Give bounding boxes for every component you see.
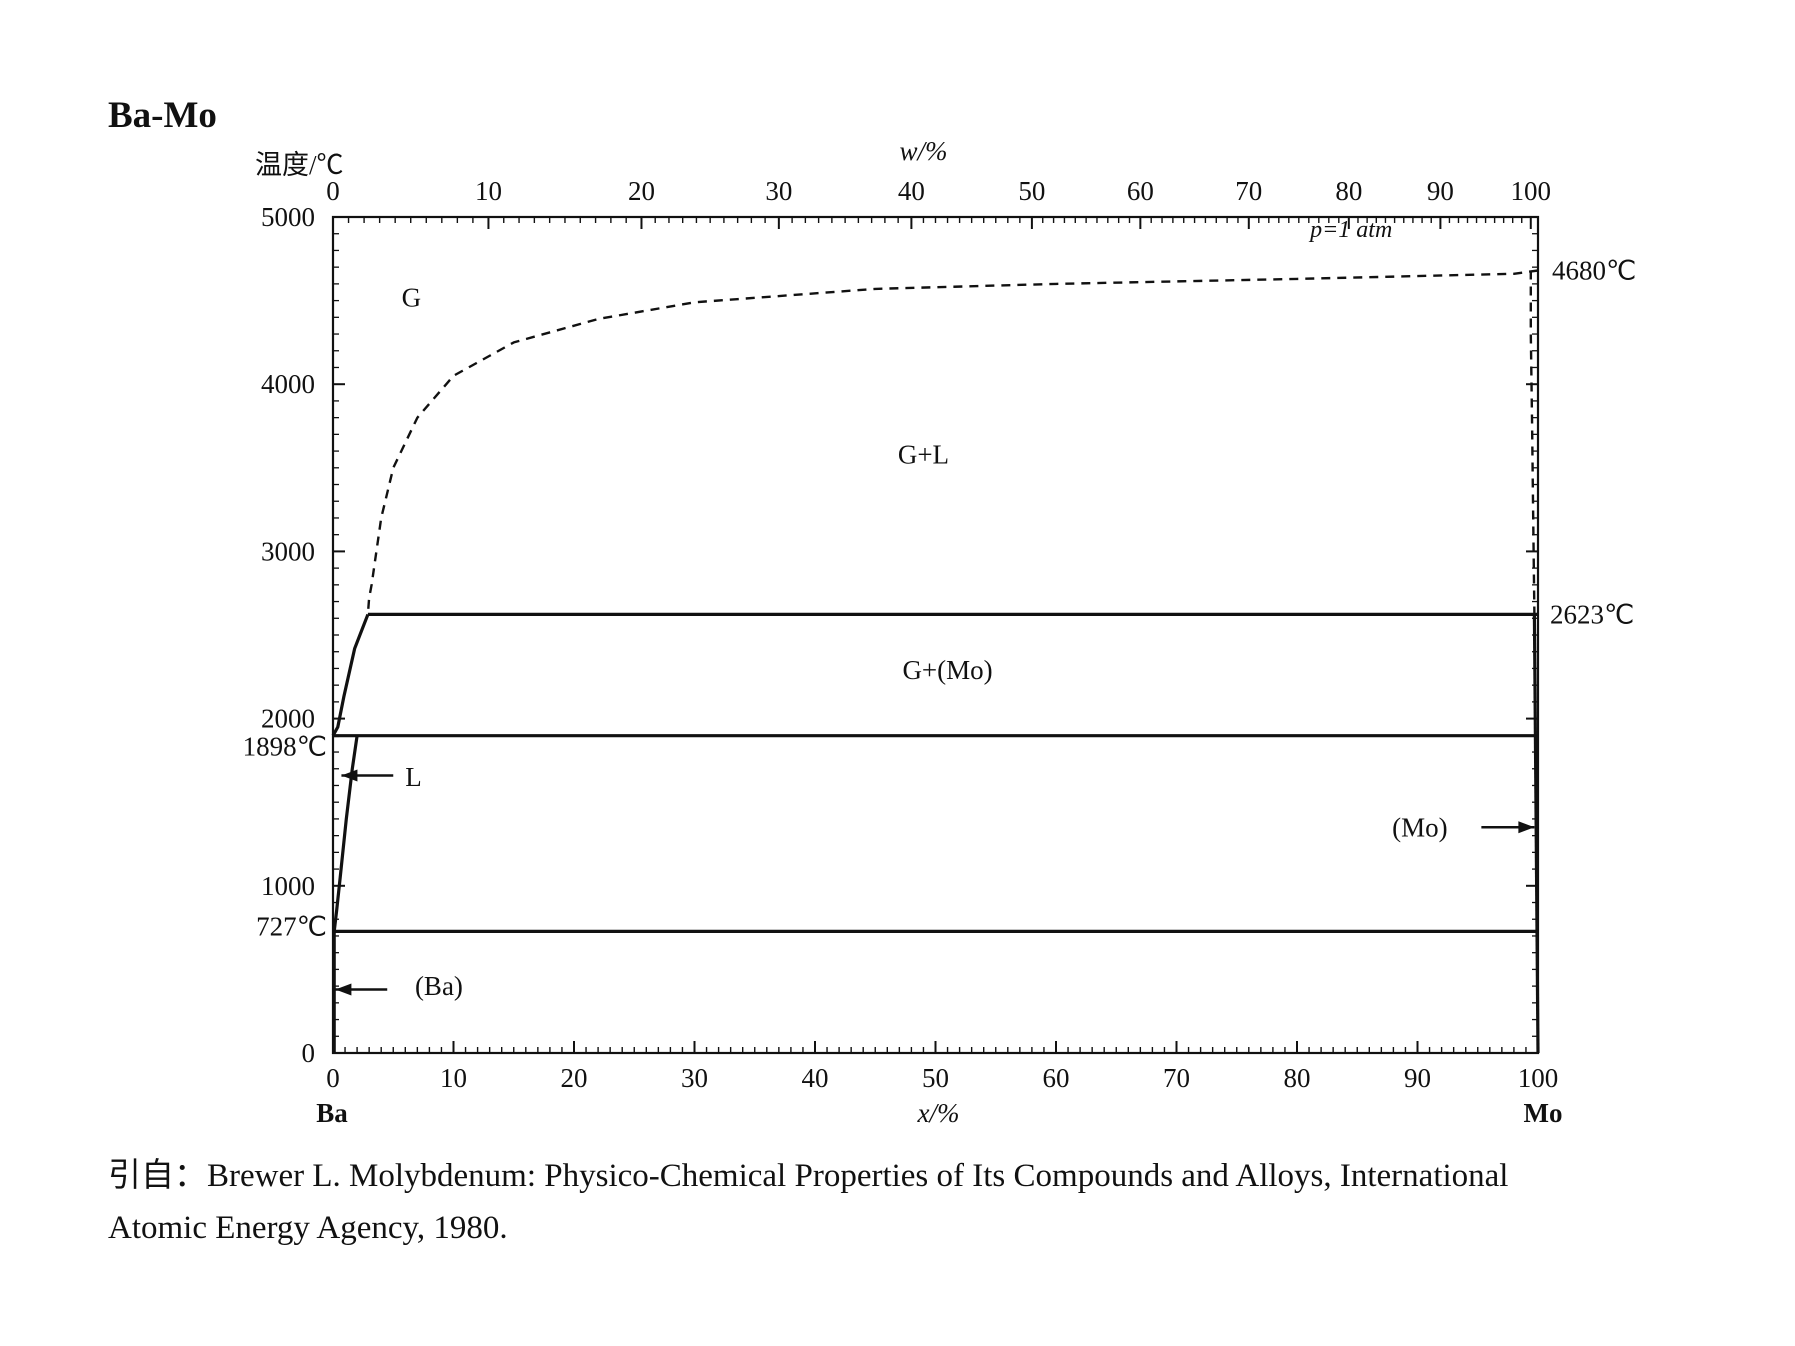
x-tick-label: 40 bbox=[802, 1063, 829, 1093]
x-axis-label: x/% bbox=[917, 1098, 960, 1128]
x-tick-label: 100 bbox=[1518, 1063, 1559, 1093]
x-tick-label: 70 bbox=[1163, 1063, 1190, 1093]
region-label: L bbox=[405, 762, 422, 792]
region-label: G+L bbox=[898, 439, 949, 469]
temperature-annotation: 1898℃ bbox=[243, 732, 327, 762]
phase-boundaries bbox=[331, 269, 1540, 1054]
solid-boundary bbox=[332, 735, 359, 932]
y-tick-label: 2000 bbox=[261, 704, 315, 734]
arrow-head bbox=[341, 769, 358, 782]
top-tick-label: 60 bbox=[1127, 176, 1154, 206]
arrow-head bbox=[335, 983, 352, 996]
temperature-annotation: 727℃ bbox=[256, 911, 327, 941]
x-tick-label: 0 bbox=[326, 1063, 340, 1093]
dashed-boundary bbox=[366, 269, 1539, 615]
y-tick-label: 0 bbox=[302, 1038, 316, 1068]
top-tick-label: 0 bbox=[326, 176, 340, 206]
top-tick-label: 50 bbox=[1018, 176, 1045, 206]
y-tick-label: 4000 bbox=[261, 369, 315, 399]
top-tick-label: 40 bbox=[898, 176, 925, 206]
region-label: (Mo) bbox=[1392, 812, 1448, 842]
top-tick-label: 70 bbox=[1235, 176, 1262, 206]
y-axis-label: 温度/℃ bbox=[255, 150, 344, 180]
y-tick-label: 1000 bbox=[261, 871, 315, 901]
top-tick-label: 20 bbox=[628, 176, 655, 206]
solid-boundary bbox=[331, 613, 370, 737]
diagram-title: Ba-Mo bbox=[108, 95, 217, 136]
element-label-mo: Mo bbox=[1524, 1098, 1563, 1128]
pressure-note: p=1 atm bbox=[1308, 217, 1392, 243]
region-label: (Ba) bbox=[415, 971, 463, 1001]
region-label: G bbox=[402, 282, 422, 312]
element-label-ba: Ba bbox=[316, 1098, 348, 1128]
y-tick-label: 5000 bbox=[261, 202, 315, 232]
x-tick-label: 10 bbox=[440, 1063, 467, 1093]
citation-line-1: 引自：Brewer L. Molybdenum: Physico-Chemica… bbox=[108, 1158, 1509, 1194]
arrow-head bbox=[1518, 821, 1535, 834]
x-tick-label: 30 bbox=[681, 1063, 708, 1093]
solid-boundary bbox=[1532, 614, 1540, 1054]
top-axis-label: w/% bbox=[899, 136, 947, 166]
top-tick-label: 10 bbox=[475, 176, 502, 206]
x-tick-label: 50 bbox=[922, 1063, 949, 1093]
top-tick-label: 80 bbox=[1335, 176, 1362, 206]
y-tick-label: 3000 bbox=[261, 536, 315, 566]
top-tick-label: 100 bbox=[1511, 176, 1552, 206]
top-tick-label: 90 bbox=[1427, 176, 1454, 206]
temperature-annotation: 4680℃ bbox=[1552, 256, 1636, 286]
top-tick-label: 30 bbox=[765, 176, 792, 206]
labels: 0 10 20 30 40 50 60 70 80 90 1000 10 20 30 40 50 60 70 80 9… bbox=[243, 136, 1637, 1128]
dashed-boundary bbox=[1529, 270, 1536, 615]
temperature-annotation: 2623℃ bbox=[1550, 599, 1634, 629]
region-label: G+(Mo) bbox=[902, 655, 992, 685]
x-tick-label: 90 bbox=[1404, 1063, 1431, 1093]
x-tick-label: 60 bbox=[1043, 1063, 1070, 1093]
citation-line-2: Atomic Energy Agency, 1980. bbox=[108, 1210, 508, 1246]
citation: 引自：Brewer L. Molybdenum: Physico-Chemica… bbox=[108, 1150, 1790, 1254]
x-tick-label: 20 bbox=[561, 1063, 588, 1093]
x-tick-label: 80 bbox=[1284, 1063, 1311, 1093]
